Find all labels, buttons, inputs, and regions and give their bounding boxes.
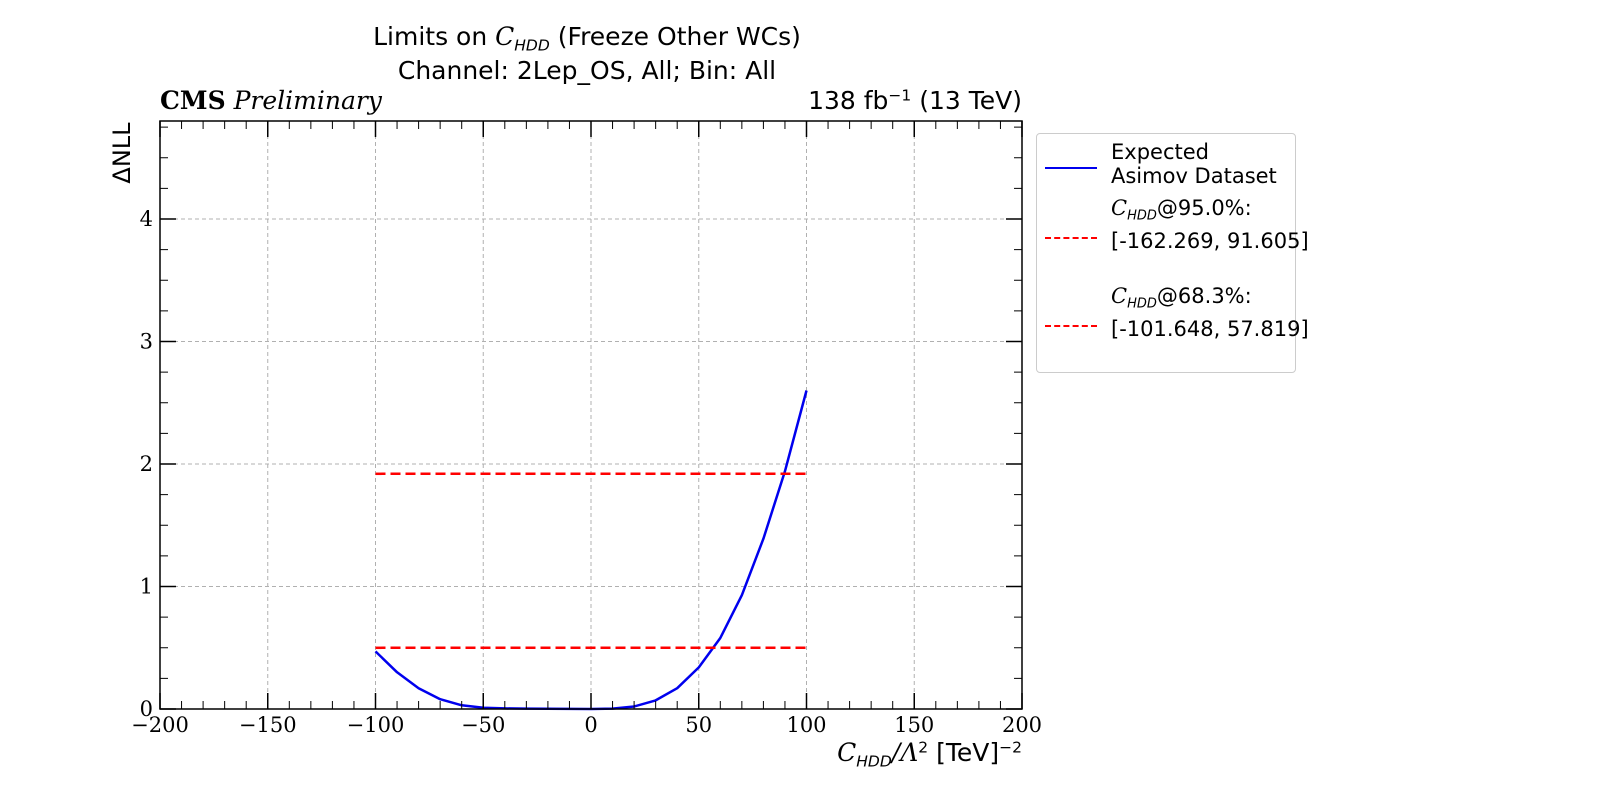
status-label: Preliminary [233, 86, 382, 115]
luminosity-label: 138 fb−1 (13 TeV) [808, 86, 1022, 115]
legend-cl95-interval: [-162.269, 91.605] [1111, 228, 1309, 253]
lumi-value: 138 fb [808, 86, 889, 115]
legend-cl95-suffix: @95.0%: [1156, 196, 1252, 220]
x-tick-label: −100 [347, 713, 405, 737]
legend-cl68-var: C [1111, 284, 1128, 308]
legend-cl68-sub: HDD [1127, 296, 1157, 312]
legend-swatch-cl95 [1045, 237, 1097, 239]
y-tick-label: 1 [140, 575, 153, 599]
title-var: C [495, 22, 515, 51]
legend-swatch-expected [1045, 167, 1097, 169]
x-tick-label: 0 [584, 713, 597, 737]
x-tick-label: 200 [1002, 713, 1042, 737]
x-tick-label: 100 [786, 713, 826, 737]
grid-layer [160, 121, 1022, 709]
legend-cl68-interval: [-101.648, 57.819] [1111, 316, 1309, 341]
lumi-energy: (13 TeV) [911, 86, 1022, 115]
x-tick-label: −150 [239, 713, 297, 737]
x-tick-label: −50 [461, 713, 505, 737]
legend-cl68-suffix: @68.3%: [1156, 284, 1252, 308]
legend-expected-line2: Asimov Dataset [1111, 164, 1277, 188]
x-label-lambda: /Λ [891, 738, 919, 767]
title-suffix: (Freeze Other WCs) [549, 22, 801, 51]
chart-subtitle: Channel: 2Lep_OS, All; Bin: All [397, 56, 777, 85]
y-tick-label: 2 [140, 452, 153, 476]
experiment-label: CMS [160, 86, 226, 115]
legend-expected-line1: Expected [1111, 140, 1209, 164]
y-tick-label: 4 [140, 207, 153, 231]
legend-label-expected: Expected Asimov Dataset [1111, 140, 1277, 188]
tick-label-layer: −200 −150 −100 −50 0 50 100 150 200 0 1 2 3 4 [131, 207, 1042, 737]
legend-swatch-cl68 [1045, 325, 1097, 327]
y-axis-label: ΔNLL [108, 122, 136, 184]
tick-layer [159, 121, 1023, 710]
x-tick-label: 50 [685, 713, 712, 737]
legend-label-cl68: CHDD@68.3%: [-101.648, 57.819] [1111, 284, 1309, 341]
x-label-units-exp: −2 [999, 738, 1022, 757]
x-label-units: [TeV] [928, 738, 1000, 767]
cms-label: CMS Preliminary [160, 86, 382, 115]
legend: Expected Asimov Dataset CHDD@95.0%: [-16… [1036, 133, 1309, 373]
x-label-var: C [837, 738, 857, 767]
y-tick-label: 3 [140, 330, 153, 354]
x-axis-label: CHDD/Λ2 [TeV]−2 [837, 738, 1022, 770]
legend-cl95-sub: HDD [1127, 208, 1157, 224]
legend-label-cl95: CHDD@95.0%: [-162.269, 91.605] [1111, 196, 1309, 253]
legend-cl95-var: C [1111, 196, 1128, 220]
x-label-lambda-exp: 2 [918, 738, 929, 757]
lumi-exponent: −1 [888, 86, 912, 105]
y-tick-label: 0 [140, 697, 153, 721]
x-tick-label: 150 [894, 713, 934, 737]
title-var-sub: HDD [514, 36, 550, 55]
x-label-sub: HDD [856, 752, 892, 771]
title-prefix: Limits on [373, 22, 496, 51]
x-tick-label: −200 [131, 713, 189, 737]
